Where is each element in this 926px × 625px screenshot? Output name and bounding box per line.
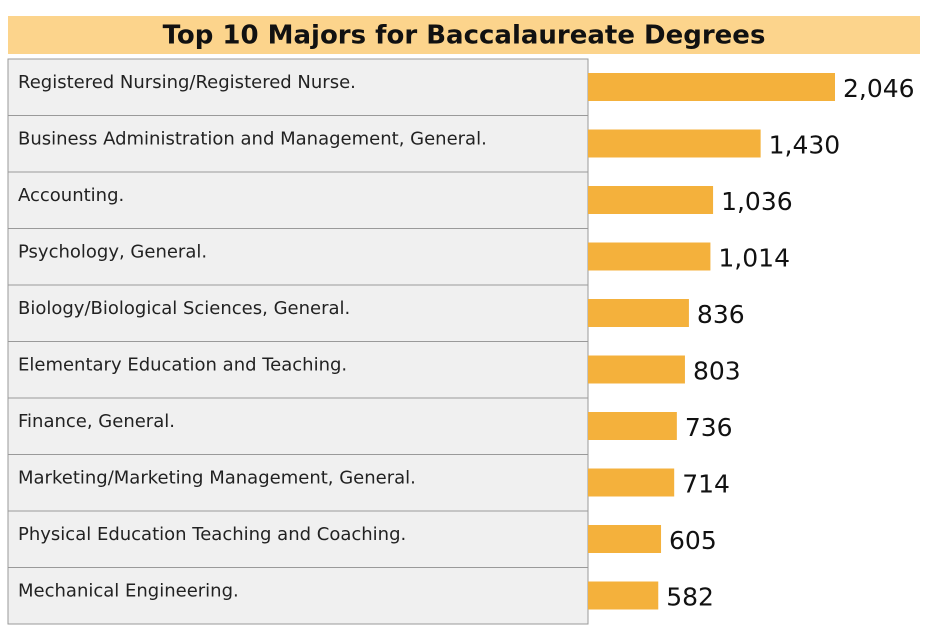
value-label: 714 bbox=[682, 470, 730, 499]
label-cell bbox=[7, 397, 589, 455]
value-label: 1,430 bbox=[769, 131, 841, 160]
value-label: 736 bbox=[685, 413, 733, 442]
bar bbox=[588, 525, 662, 553]
category-label: Accounting. bbox=[18, 185, 124, 206]
category-label: Biology/Biological Sciences, General. bbox=[18, 298, 350, 319]
category-label: Mechanical Engineering. bbox=[18, 581, 239, 602]
value-label: 1,014 bbox=[718, 244, 790, 273]
category-label: Psychology, General. bbox=[18, 242, 207, 263]
value-label: 836 bbox=[697, 300, 745, 329]
label-cell bbox=[7, 454, 589, 512]
bar bbox=[588, 355, 685, 384]
bar bbox=[588, 468, 675, 497]
value-label: 605 bbox=[669, 526, 717, 555]
bar bbox=[588, 129, 761, 158]
bar bbox=[588, 186, 714, 214]
bar bbox=[588, 73, 835, 101]
category-label: Marketing/Marketing Management, General. bbox=[18, 468, 416, 489]
label-cell bbox=[7, 567, 589, 625]
label-cell bbox=[7, 115, 589, 173]
category-label: Physical Education Teaching and Coaching… bbox=[18, 524, 406, 545]
bar bbox=[588, 581, 659, 610]
bar bbox=[588, 299, 689, 327]
category-label: Business Administration and Management, … bbox=[18, 129, 487, 150]
value-label: 582 bbox=[666, 583, 714, 612]
value-label: 2,046 bbox=[843, 74, 915, 103]
value-label: 803 bbox=[693, 357, 741, 386]
category-label: Finance, General. bbox=[18, 411, 175, 432]
value-label: 1,036 bbox=[721, 187, 793, 216]
category-label: Registered Nursing/Registered Nurse. bbox=[18, 72, 356, 93]
bar bbox=[588, 412, 677, 440]
label-cell bbox=[7, 58, 589, 116]
bar bbox=[588, 242, 711, 271]
chart-title: Top 10 Majors for Baccalaureate Degrees bbox=[163, 21, 766, 51]
category-label: Elementary Education and Teaching. bbox=[18, 355, 347, 376]
label-cell bbox=[7, 228, 589, 286]
label-cell bbox=[7, 171, 589, 229]
title-bar bbox=[8, 16, 920, 54]
label-cell bbox=[7, 510, 589, 568]
